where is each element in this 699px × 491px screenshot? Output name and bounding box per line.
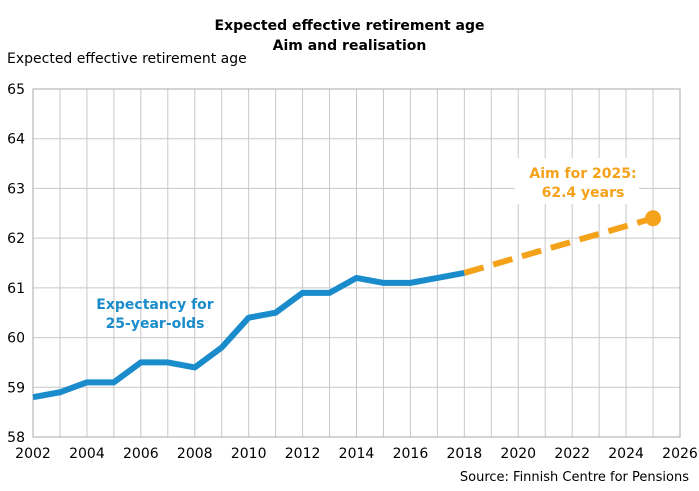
y-tick-label: 60 (7, 331, 25, 347)
expectancy-label-line2: 25-year-olds (106, 316, 205, 332)
grid (32, 88, 681, 438)
expectancy-label-line1: Expectancy for (96, 297, 214, 313)
x-tick-label: 2004 (69, 446, 105, 462)
expectancy-line (32, 269, 465, 401)
source-note: Source: Finnish Centre for Pensions (459, 470, 689, 485)
x-tick-label: 2014 (339, 446, 375, 462)
y-tick-label: 58 (7, 430, 25, 446)
tick-labels: 58 59 60 61 62 63 64 65 2002 2004 2006 2008 2010 2012… (7, 82, 698, 462)
x-tick-label: 2002 (15, 446, 51, 462)
aim-label-background (515, 158, 639, 204)
x-tick-label: 2006 (123, 446, 159, 462)
series-lines (32, 210, 662, 401)
y-tick-label: 64 (7, 132, 25, 148)
y-tick-label: 59 (7, 380, 25, 396)
x-tick-label: 2020 (500, 446, 536, 462)
x-tick-label: 2010 (231, 446, 267, 462)
x-tick-label: 2018 (447, 446, 483, 462)
x-tick-label: 2008 (177, 446, 213, 462)
aim-label-line1: Aim for 2025: (529, 166, 636, 182)
annotations: Expectancy for 25-year-olds Aim for 2025… (96, 158, 639, 332)
x-tick-label: 2012 (285, 446, 321, 462)
y-tick-label: 62 (7, 231, 25, 247)
x-tick-label: 2026 (662, 446, 698, 462)
chart-subtitle: Aim and realisation (272, 38, 427, 54)
chart-title: Expected effective retirement age (214, 18, 485, 34)
y-tick-label: 63 (7, 181, 25, 197)
y-tick-label: 65 (7, 82, 25, 98)
aim-label-line2: 62.4 years (542, 185, 625, 201)
x-tick-label: 2024 (608, 446, 644, 462)
y-tick-label: 61 (7, 281, 25, 297)
x-tick-label: 2022 (554, 446, 590, 462)
x-tick-label: 2016 (393, 446, 429, 462)
plot-area-border (32, 88, 681, 438)
aim-point-marker (645, 210, 662, 227)
y-axis-label: Expected effective retirement age (7, 51, 247, 67)
aim-line (463, 215, 654, 276)
